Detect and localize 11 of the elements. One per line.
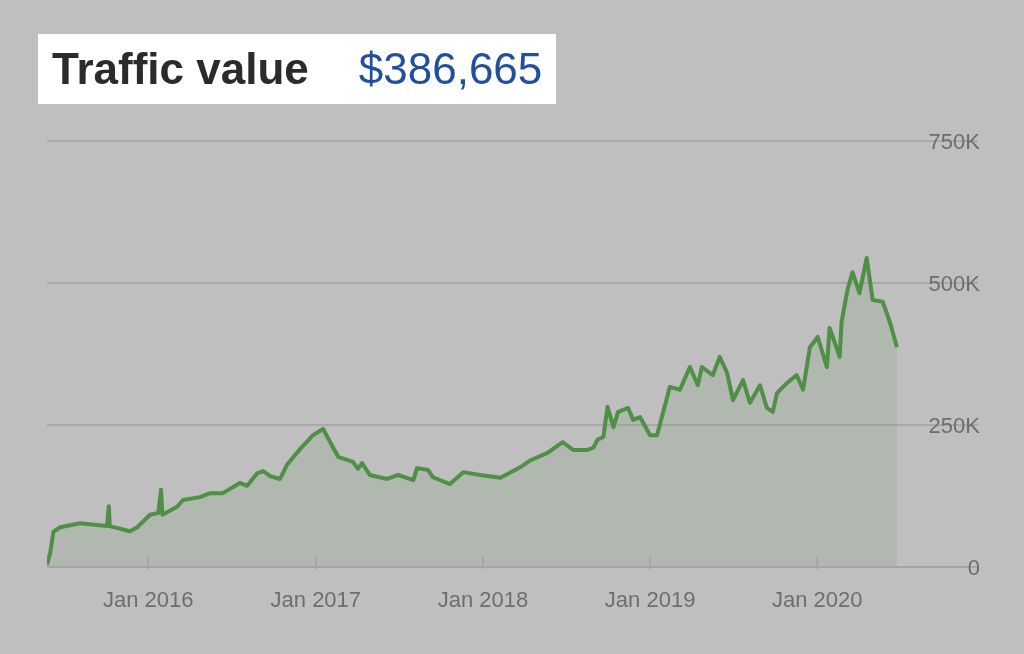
x-tick-label: Jan 2016	[102, 587, 194, 612]
y-tick-label: 0	[967, 555, 980, 580]
y-tick-label: 500K	[928, 271, 981, 296]
y-tick-label: 750K	[928, 129, 981, 154]
x-tick-label: Jan 2019	[604, 587, 696, 612]
x-tick-label: Jan 2017	[270, 587, 362, 612]
y-tick-label: 250K	[928, 413, 981, 438]
chart-subtitle: $386,665	[358, 44, 543, 94]
chart-title: Traffic value	[52, 44, 309, 94]
x-tick-label: Jan 2018	[437, 587, 529, 612]
x-tick-label: Jan 2020	[772, 587, 863, 612]
